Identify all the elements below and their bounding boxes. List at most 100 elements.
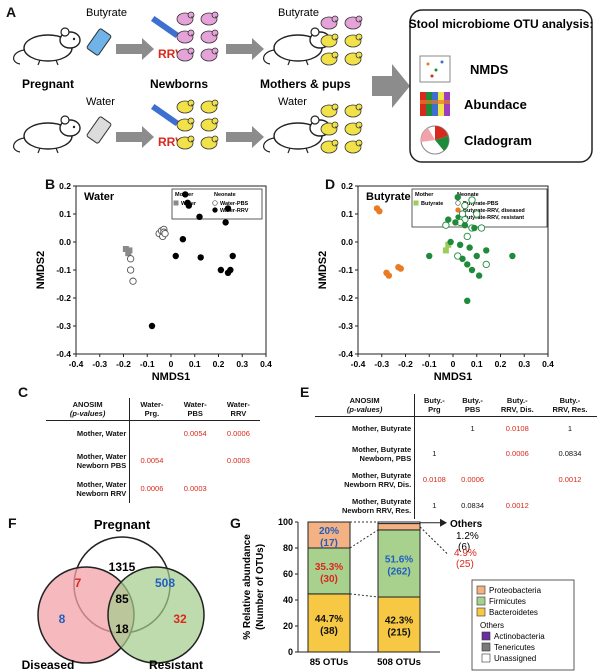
bar-segment: [377, 521, 421, 525]
data-point: [473, 210, 481, 218]
table-cell: [217, 475, 260, 503]
bar-segment: [307, 547, 351, 595]
table-header: Buty.- PBS: [462, 396, 483, 414]
others-pct: 1.2%: [456, 531, 479, 542]
data-point: [454, 194, 461, 201]
y-tick-label: -0.3: [56, 321, 71, 331]
x-category-label: 508 OTUs: [377, 657, 421, 668]
mother-mouse-bottom: [262, 115, 331, 154]
table-cell: [130, 421, 174, 447]
pups-bottom: [320, 103, 363, 154]
table-row-header: Mother, Water: [46, 420, 131, 447]
data-point: [473, 252, 480, 260]
stacked-bar-chart: 100 80 60 40 20 0 % Relative abundance (Number …: [242, 517, 575, 671]
legend-box: [411, 188, 548, 228]
x-tick-label: 0.2: [213, 359, 225, 369]
table-header: Water- RRV: [226, 400, 250, 418]
box-item-cladogram: Cladogram: [464, 133, 532, 148]
legend-marker: [212, 200, 218, 206]
table-row-header: Mother, Water Newborn PBS: [46, 446, 131, 475]
rrv-label-bottom: RRV: [158, 135, 183, 149]
y-tick-label: -0.2: [338, 293, 353, 303]
data-point: [179, 236, 187, 243]
arrow-icon: [116, 126, 154, 148]
pups-top-yellow: [320, 33, 363, 66]
bottle-icon: [86, 28, 112, 56]
plot-title: Butyrate: [366, 191, 411, 203]
data-point: [126, 247, 133, 254]
data-point: [126, 266, 135, 274]
legend-label: Butyrate-RRV, resistant: [463, 215, 524, 221]
venn-count-dis: 8: [59, 612, 66, 626]
legend-swatch: [476, 596, 486, 606]
x-axis-label: NMDS1: [434, 371, 473, 383]
venn-label-resistant: Resistant: [149, 658, 203, 672]
legend-label: Tenericutes: [494, 643, 535, 652]
x-tick-label: 0.3: [518, 359, 530, 369]
data-point: [161, 229, 169, 238]
table-cell: [415, 417, 454, 441]
y-tick-label: 0.1: [59, 209, 71, 219]
data-point: [376, 208, 383, 215]
cladogram-thumb-icon: [420, 125, 450, 155]
data-point: [197, 254, 204, 261]
data-point: [466, 244, 473, 251]
y-tick-label: 0.2: [341, 181, 353, 191]
y-tick-label: 0: [288, 647, 293, 657]
bar-value-count: (38): [320, 626, 338, 637]
legend-mother-title: Mother: [415, 192, 434, 198]
data-point: [426, 252, 433, 260]
proteo-count: (25): [456, 559, 474, 570]
table-cell: 0.0003: [183, 484, 207, 493]
table-cell: 0.0054: [183, 429, 207, 439]
y-tick-label: 60: [283, 569, 293, 579]
table-cell: 0.0054: [140, 456, 164, 465]
table-row-header: Mother, Butyrate Newborn RRV, Dis.: [315, 466, 416, 493]
data-point: [445, 241, 452, 248]
y-axis-label: % Relative abundance: [242, 534, 253, 640]
table-cell: 0.0006: [140, 484, 164, 493]
x-tick-label: 0: [169, 359, 174, 369]
y-tick-label: -0.1: [56, 265, 71, 275]
legend-label: Water-PBS: [220, 201, 249, 207]
x-tick-label: -0.2: [398, 359, 413, 369]
data-point: [459, 255, 466, 262]
table-row-header: Mother, Butyrate: [315, 416, 416, 441]
legend-swatch: [481, 642, 491, 652]
legend-label: Butyrate: [421, 201, 443, 207]
data-point: [122, 246, 129, 252]
legend-marker: [455, 207, 461, 213]
y-tick-label: -0.4: [56, 349, 71, 359]
data-point: [456, 241, 464, 248]
data-point: [224, 205, 232, 212]
data-point: [452, 219, 459, 226]
y-tick-label: 40: [283, 595, 293, 605]
stage-mothers-pups: Mothers & pups: [260, 77, 351, 91]
bar-value-count: (215): [387, 628, 410, 639]
y-tick-label: 80: [283, 543, 293, 553]
bar-value-label: 44.7%: [315, 614, 343, 625]
data-point: [445, 216, 452, 223]
bar-segment: [377, 529, 421, 598]
table-row-header: Mother, Butyrate Newborn, PBS: [315, 440, 416, 467]
panel-label-e: E: [300, 384, 310, 400]
syringe-icon: [150, 103, 180, 127]
y-tick-label: 0.0: [341, 237, 353, 247]
y-axis-label: NMDS2: [317, 251, 329, 290]
analysis-box: [409, 9, 593, 163]
venn-count-preg-dis: 7: [75, 576, 82, 590]
syringe-icon: [150, 15, 180, 39]
venn-count-dis-res: 18: [115, 622, 129, 636]
data-point: [461, 222, 469, 229]
bar-value-label: 35.3%: [315, 562, 343, 573]
callout-arrowhead-icon: [440, 518, 447, 527]
venn-title: Pregnant: [94, 517, 151, 532]
x-tick-label: -0.2: [116, 359, 131, 369]
legend-others-title: Others: [480, 621, 504, 630]
legend-neonate-title: Neonate: [457, 192, 479, 198]
y-axis-label: NMDS2: [35, 251, 47, 290]
table-cell: [174, 447, 217, 475]
table-cell: 1: [432, 501, 437, 510]
connector-line: [349, 593, 379, 598]
bar-value-count: (262): [387, 566, 410, 577]
